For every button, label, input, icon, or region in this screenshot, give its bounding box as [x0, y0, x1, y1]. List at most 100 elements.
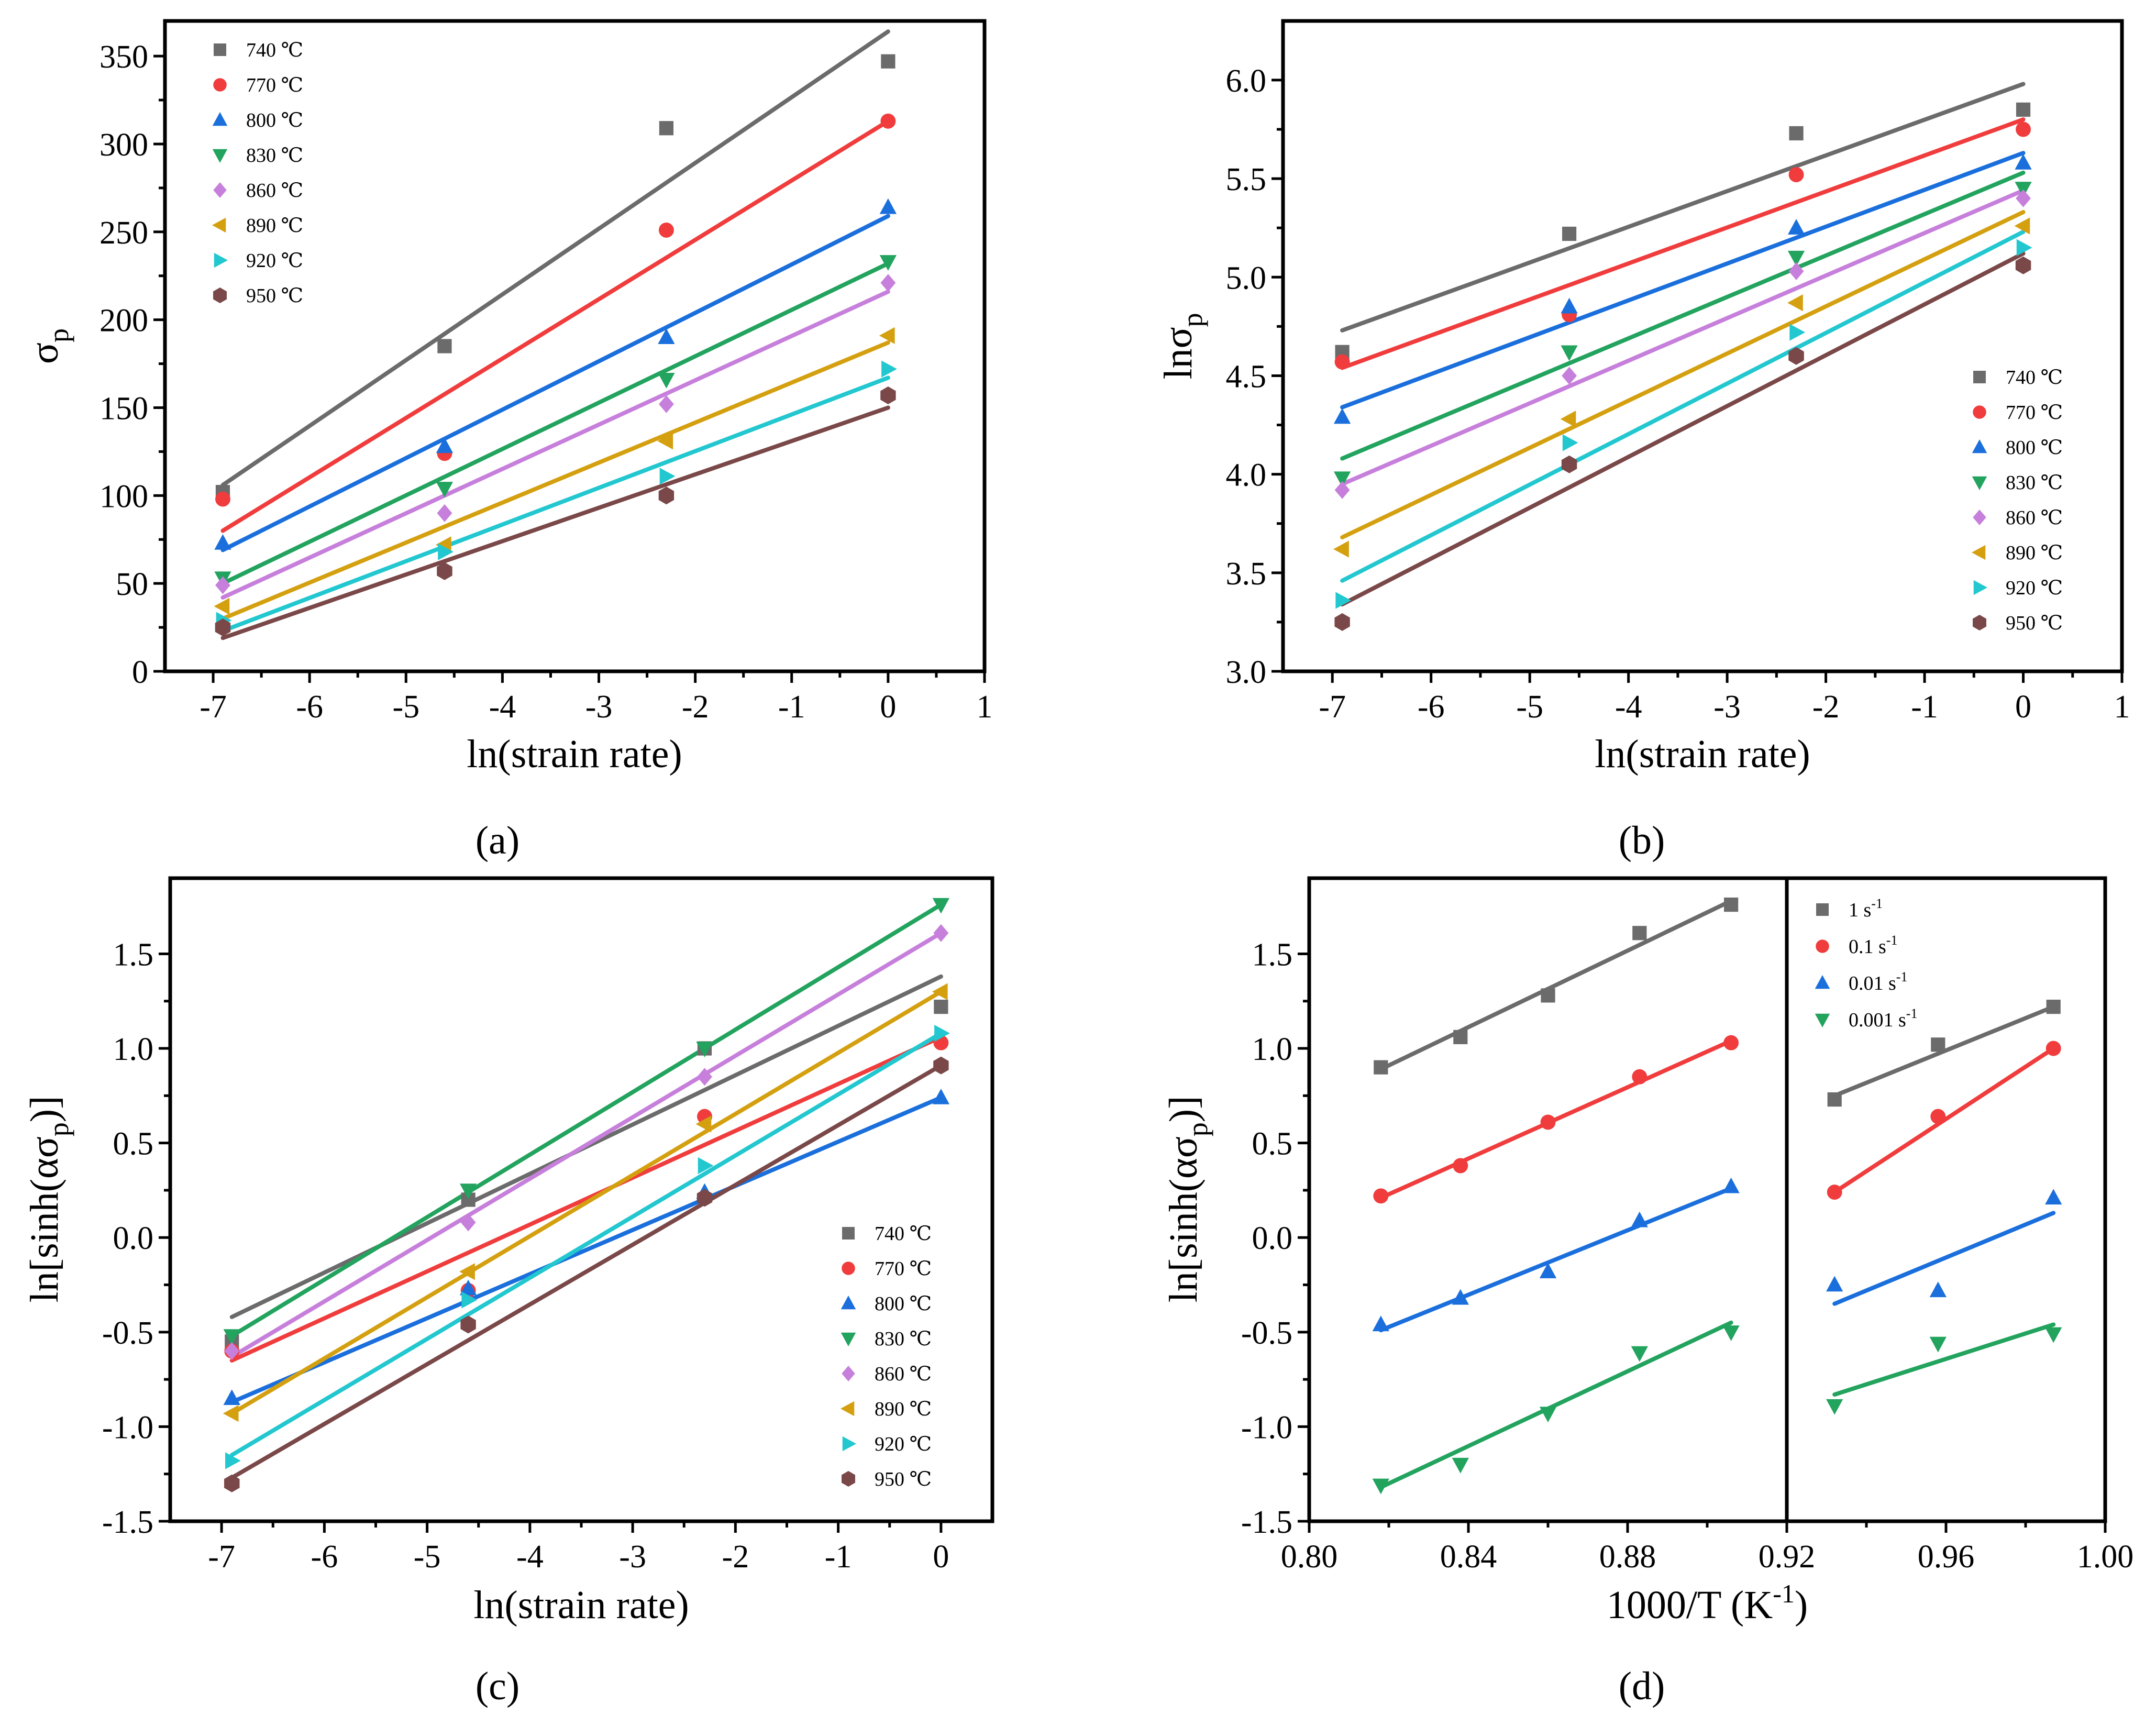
x-tick-label: -4 — [1615, 689, 1642, 725]
legend-label: 770 ℃ — [2006, 402, 2063, 424]
legend-marker-860 — [213, 182, 227, 198]
data-point-740 — [1374, 1060, 1388, 1075]
data-point-770 — [1827, 1185, 1842, 1200]
legend-marker-740 — [214, 43, 226, 56]
data-point-830 — [1372, 1478, 1389, 1495]
legend-label-sup: -1 — [1871, 896, 1883, 911]
panel-a-legend: 740 ℃ 770 ℃ 800 ℃ 830 ℃ 860 ℃ 890 ℃ 920 ℃ 950 ℃ — [212, 39, 303, 307]
x-tick-label: -3 — [619, 1539, 646, 1575]
data-point-890 — [657, 433, 673, 450]
fit-line-770 — [1378, 1038, 1733, 1200]
legend-marker-770 — [1816, 939, 1829, 953]
data-point-830 — [223, 1329, 240, 1345]
panel-d-caption: (d) — [1619, 1664, 1665, 1708]
x-tick-label: -2 — [1812, 689, 1840, 725]
data-point-740 — [1827, 1092, 1842, 1107]
fit-line-740 — [1378, 899, 1733, 1071]
fit-line-800 — [229, 1095, 943, 1404]
data-point-830 — [696, 1042, 713, 1058]
x-tick-label: -3 — [585, 689, 613, 725]
x-tick-label: -1 — [825, 1539, 852, 1575]
data-point-740 — [1724, 897, 1739, 912]
legend-label: 770 ℃ — [875, 1258, 932, 1280]
legend-marker-740 — [1816, 903, 1829, 916]
data-point-950 — [1334, 613, 1350, 631]
y-tick-label: 350 — [99, 39, 148, 75]
panel-c-fit-lines — [229, 902, 943, 1480]
y-tick-label: 50 — [116, 567, 148, 602]
legend-label: 740 ℃ — [2006, 367, 2063, 389]
panel-c-chart: -7 -6 -5 -4 -3 -2 -1 0-1.5-1.0-0.50.00.51.01.5 … — [23, 876, 994, 1708]
x-tick-label: -7 — [208, 1539, 235, 1575]
fit-line-830 — [220, 261, 890, 586]
x-tick-label: -1 — [1911, 689, 1938, 725]
fit-line-950 — [220, 405, 890, 640]
data-point-890 — [1560, 411, 1576, 428]
fit-line-800 — [1832, 1211, 2056, 1306]
legend-label: 890 ℃ — [246, 215, 303, 237]
y-tick-label: 0 — [132, 655, 148, 690]
data-point-860 — [1334, 481, 1350, 499]
data-point-800 — [2015, 153, 2032, 170]
data-point-950 — [224, 1474, 240, 1492]
legend-label: 830 ℃ — [246, 145, 303, 167]
y-tick-label: 4.5 — [1226, 359, 1267, 394]
x-tick-label: -6 — [296, 689, 323, 725]
fit-line-890 — [1340, 210, 2026, 540]
y-tick-label: 5.5 — [1226, 162, 1267, 197]
legend-marker-890 — [841, 1401, 855, 1417]
data-point-950 — [658, 486, 675, 505]
data-point-860 — [880, 274, 896, 292]
data-point-920 — [659, 468, 676, 485]
data-point-860 — [697, 1068, 712, 1086]
data-point-830 — [436, 482, 454, 497]
data-point-830 — [1722, 1325, 1740, 1341]
legend-label: 920 ℃ — [246, 250, 303, 272]
data-point-860 — [460, 1213, 476, 1232]
panel-c-frame — [168, 876, 994, 1523]
legend-marker-950 — [1973, 615, 1986, 630]
y-tick-label: 200 — [99, 303, 148, 339]
data-point-830 — [932, 898, 950, 914]
fit-line-830 — [1378, 1320, 1733, 1489]
fit-line-800 — [220, 214, 890, 552]
panel-b-chart: -7 -6 -5 -4 -3 -2 -1 0 1 3.0 3.5 4.0 4.5 5.0 5.5 6.0 ln… — [1156, 19, 2130, 862]
data-point-950 — [2015, 256, 2031, 274]
legend-marker-830 — [212, 149, 228, 163]
fit-line-890 — [220, 340, 890, 621]
panel-a-xlabel: ln(strain rate) — [467, 732, 682, 776]
x-tick-label: 1 — [2114, 689, 2130, 725]
data-point-830 — [879, 255, 897, 271]
legend-label-sup: -1 — [1896, 969, 1908, 984]
panel-c-ticks: -7 -6 -5 -4 -3 -2 -1 0 -1.5 -1.0 -0.5 0.0 0.5 1.0 1.5 — [102, 937, 949, 1575]
data-point-860 — [437, 504, 452, 522]
fit-line-860 — [1340, 188, 2026, 486]
data-point-860 — [658, 395, 674, 413]
y-tick-label: 250 — [99, 215, 148, 251]
legend-label-sup: -1 — [1886, 933, 1898, 948]
data-point-740 — [2016, 102, 2031, 117]
legend-marker-860 — [842, 1366, 855, 1381]
data-point-740 — [1632, 926, 1647, 941]
fit-line-920 — [229, 1031, 943, 1457]
fit-line-770 — [229, 1035, 943, 1363]
x-tick-label: -3 — [1713, 689, 1741, 725]
x-tick-label: -6 — [1418, 689, 1445, 725]
data-point-740 — [1453, 1030, 1468, 1044]
y-tick-label: 5.0 — [1226, 260, 1267, 296]
panel-b-caption: (b) — [1619, 818, 1665, 862]
data-point-800 — [1539, 1263, 1557, 1278]
x-tick-label: -1 — [778, 689, 805, 725]
fit-line-830 — [1340, 170, 2026, 461]
data-point-950 — [460, 1315, 476, 1334]
legend-label: 860 ℃ — [875, 1363, 932, 1385]
data-point-770 — [1373, 1188, 1389, 1204]
panel-d-points — [1372, 897, 2062, 1495]
data-point-950 — [880, 386, 896, 404]
y-tick-label: 300 — [99, 127, 148, 163]
x-tick-label: 1.00 — [2077, 1539, 2134, 1575]
legend-label-sup: -1 — [1906, 1006, 1918, 1021]
data-point-800 — [1631, 1211, 1648, 1227]
legend-marker-920 — [842, 1436, 856, 1452]
legend-label: 740 ℃ — [246, 39, 303, 61]
